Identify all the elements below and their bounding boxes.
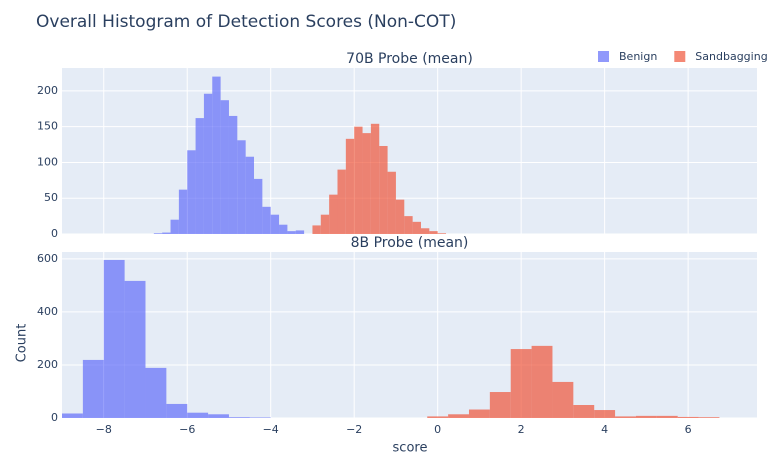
bar: [82, 359, 104, 418]
bar: [329, 194, 338, 234]
bar: [404, 216, 413, 234]
bar: [379, 145, 388, 234]
plot-area: [62, 68, 757, 234]
x-tick-label: 0: [434, 423, 441, 436]
bar: [698, 417, 720, 418]
bar: [295, 230, 305, 234]
bar: [228, 417, 250, 418]
bar: [468, 409, 490, 418]
bar: [178, 189, 188, 234]
y-tick-label: 200: [37, 84, 58, 97]
x-tick-label: −6: [179, 423, 195, 436]
subplot-title: 8B Probe (mean): [351, 235, 469, 251]
bar: [124, 280, 146, 418]
plot-area: [62, 252, 757, 418]
bar: [270, 214, 280, 234]
bar: [162, 232, 171, 234]
bar: [320, 214, 330, 234]
bar: [212, 76, 221, 234]
legend-label: Benign: [619, 50, 657, 63]
bar: [287, 231, 296, 234]
bar: [594, 410, 616, 418]
x-tick-label: −8: [96, 423, 112, 436]
legend-label: Sandbagging: [695, 50, 767, 63]
legend-swatch: [598, 51, 609, 62]
bar: [615, 416, 636, 418]
bar: [145, 367, 167, 418]
y-tick-label: 100: [37, 155, 58, 168]
y-tick-label: 0: [51, 227, 58, 240]
subplot-title: 70B Probe (mean): [346, 51, 473, 67]
bar: [395, 199, 405, 234]
bar: [429, 231, 438, 234]
bar: [412, 221, 421, 234]
bar: [254, 178, 263, 234]
chart-title: Overall Histogram of Detection Scores (N…: [36, 12, 456, 32]
bar: [510, 349, 532, 418]
bar: [437, 233, 447, 234]
bar: [187, 412, 209, 418]
bar: [531, 345, 553, 418]
bar: [203, 93, 213, 234]
bar: [573, 405, 595, 418]
y-tick-label: 600: [37, 252, 58, 265]
bar: [387, 171, 396, 234]
bar: [448, 414, 469, 418]
bar: [62, 413, 83, 418]
y-tick-label: 400: [37, 305, 58, 318]
bar: [166, 403, 188, 418]
legend-swatch: [674, 51, 686, 62]
bar: [370, 123, 380, 234]
x-tick-label: −4: [263, 423, 279, 436]
bar: [635, 415, 657, 418]
bar: [420, 228, 430, 234]
bar: [279, 224, 288, 234]
bar: [362, 133, 371, 234]
bar: [103, 259, 125, 418]
bar: [427, 416, 449, 418]
y-axis-label: Count: [15, 324, 30, 363]
bar: [337, 169, 346, 234]
bar: [262, 206, 271, 234]
bar: [228, 115, 238, 234]
x-tick-label: 2: [518, 423, 525, 436]
bar: [237, 140, 246, 234]
x-tick-label: 4: [601, 423, 608, 436]
bar: [345, 138, 355, 234]
bar: [245, 156, 255, 234]
bar: [552, 381, 574, 418]
bar: [354, 126, 363, 234]
bar: [208, 414, 229, 418]
bar: [312, 225, 321, 234]
bar: [187, 150, 196, 234]
x-axis-label: score: [393, 441, 428, 456]
bar: [170, 219, 179, 234]
x-tick-label: 6: [685, 423, 692, 436]
bar: [153, 233, 163, 234]
bar: [249, 417, 271, 418]
y-tick-label: 0: [51, 411, 58, 424]
y-tick-label: 200: [37, 358, 58, 371]
x-tick-label: −2: [346, 423, 362, 436]
bar: [195, 118, 204, 234]
bar: [677, 416, 699, 418]
y-tick-label: 50: [44, 191, 58, 204]
bar: [489, 392, 511, 418]
bar: [656, 415, 678, 418]
bar: [220, 100, 229, 234]
y-tick-label: 150: [37, 120, 58, 133]
